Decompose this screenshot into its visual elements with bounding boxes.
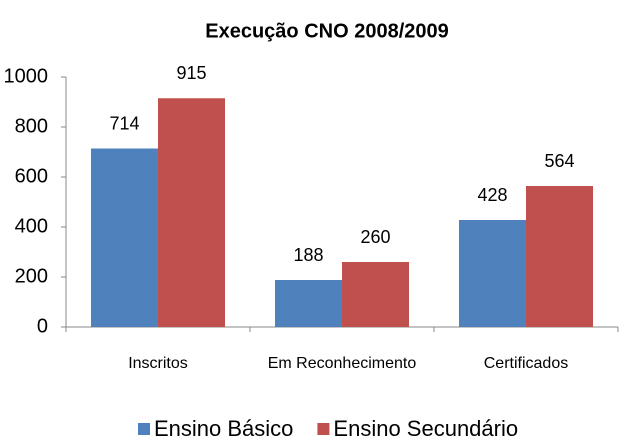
value-label: 260 <box>360 227 390 247</box>
value-label: 915 <box>176 63 206 83</box>
bar <box>91 148 158 327</box>
legend-swatch <box>317 423 330 435</box>
value-label: 714 <box>109 113 139 133</box>
value-label: 188 <box>293 245 323 265</box>
value-label: 564 <box>544 151 574 171</box>
y-tick-label: 400 <box>15 215 48 237</box>
y-tick-label: 200 <box>15 265 48 287</box>
y-tick-label: 1000 <box>4 65 49 87</box>
chart-title: Execução CNO 2008/2009 <box>205 20 449 42</box>
bar <box>158 98 225 327</box>
x-tick-label: Inscritos <box>128 355 188 372</box>
y-tick-label: 0 <box>37 315 48 337</box>
x-tick-label: Em Reconhecimento <box>268 355 417 372</box>
legend-label: Ensino Secundário <box>333 416 518 441</box>
bar <box>526 186 593 327</box>
x-tick-label: Certificados <box>484 355 568 372</box>
bar <box>275 280 342 327</box>
bar <box>459 220 526 327</box>
y-tick-label: 800 <box>15 115 48 137</box>
y-tick-label: 600 <box>15 165 48 187</box>
legend-swatch <box>138 423 150 435</box>
bar <box>342 262 409 327</box>
value-label: 428 <box>477 185 507 205</box>
legend-label: Ensino Básico <box>154 416 293 441</box>
